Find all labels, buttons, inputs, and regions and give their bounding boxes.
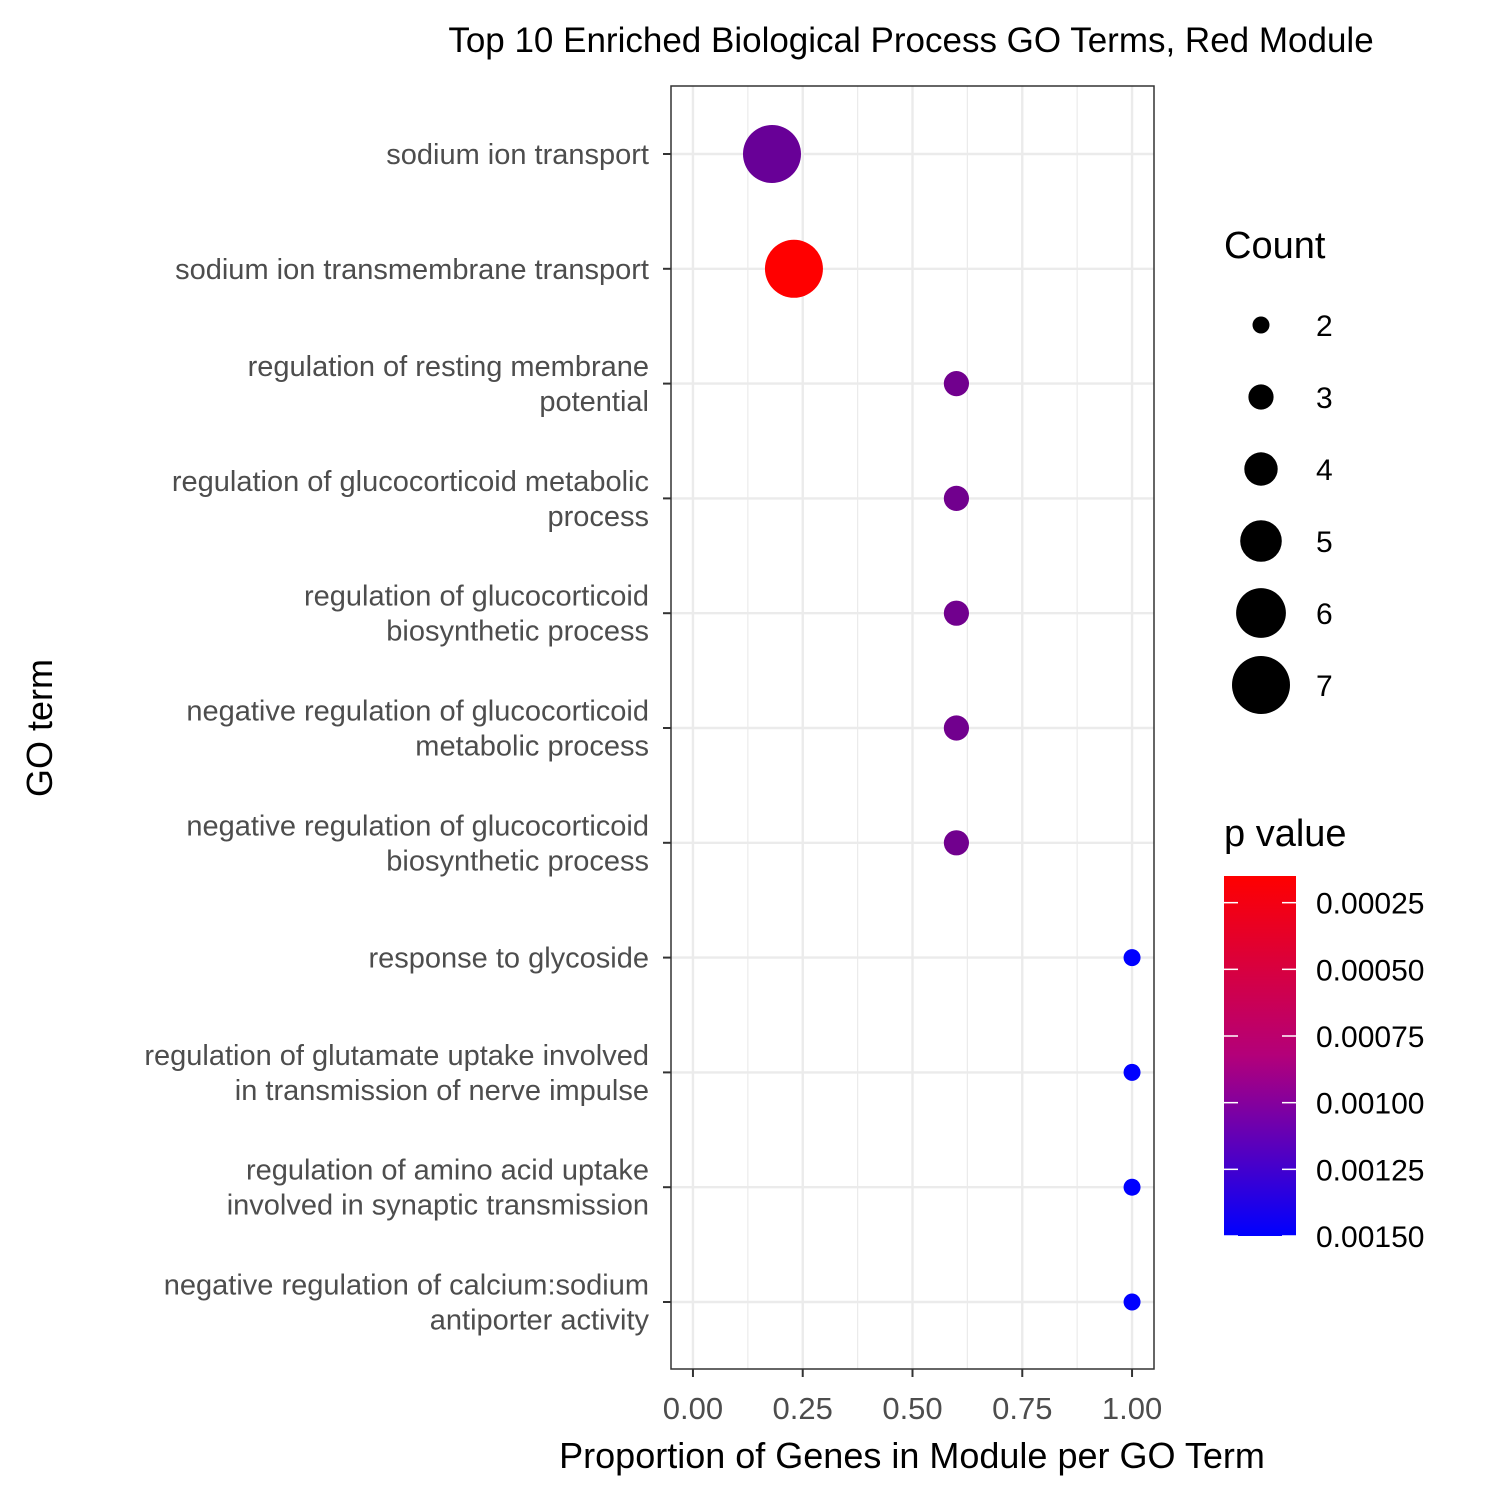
- y-tick-label: negative regulation of calcium:sodium ant…: [164, 1270, 650, 1337]
- count-legend-key: [1236, 588, 1286, 638]
- count-legend-key: [1244, 452, 1278, 486]
- y-tick-label-line: regulation of glucocorticoid metabolic: [172, 466, 649, 498]
- count-legend-label: 3: [1316, 382, 1333, 415]
- data-point: [1123, 1178, 1141, 1196]
- y-tick-label: response to glycoside: [369, 943, 650, 975]
- data-points: [742, 125, 1141, 1311]
- y-tick-label: regulation of amino acid uptake involved …: [227, 1155, 649, 1222]
- y-tick-label-line: involved in synaptic transmission: [227, 1190, 649, 1222]
- count-legend-label: 6: [1316, 598, 1333, 631]
- y-tick-label-line: negative regulation of calcium:sodium: [164, 1270, 649, 1302]
- y-tick-label-line: response to glycoside: [369, 943, 650, 975]
- data-point: [764, 239, 823, 298]
- p-value-colorbar: [1224, 876, 1296, 1236]
- y-tick-label: regulation of glutamate uptake involved i…: [144, 1040, 649, 1107]
- count-legend-key: [1240, 520, 1282, 562]
- count-legend-key: [1232, 656, 1290, 714]
- y-axis: sodium ion transport sodium ion transmemb…: [144, 139, 671, 1337]
- count-legend-label: 7: [1316, 670, 1333, 703]
- p-value-legend-label: 0.00050: [1316, 954, 1424, 987]
- y-tick-label-line: biosynthetic process: [386, 616, 649, 648]
- data-point: [943, 485, 970, 511]
- y-tick-label: sodium ion transmembrane transport: [175, 254, 649, 286]
- y-tick-label-line: regulation of resting membrane: [248, 351, 649, 383]
- data-point: [943, 830, 970, 856]
- p-value-legend-label: 0.00100: [1316, 1088, 1424, 1121]
- x-tick-label: 0.50: [882, 1391, 942, 1426]
- x-tick-label: 0.75: [992, 1391, 1052, 1426]
- y-tick-label-line: regulation of glucocorticoid: [304, 581, 649, 613]
- count-legend: Count 2 3 4 5 6 7: [1224, 225, 1333, 714]
- data-point: [1123, 949, 1141, 967]
- p-value-legend-label: 0.00150: [1316, 1221, 1424, 1254]
- data-point: [1123, 1293, 1141, 1311]
- p-value-legend-label: 0.00125: [1316, 1154, 1424, 1187]
- data-point: [943, 600, 970, 626]
- count-legend-label: 2: [1316, 310, 1333, 343]
- y-tick-label-line: regulation of glutamate uptake involved: [144, 1040, 649, 1072]
- y-tick-label-line: potential: [539, 386, 649, 418]
- major-gridlines: [671, 86, 1154, 1369]
- y-tick-label-line: regulation of amino acid uptake: [246, 1155, 649, 1187]
- y-tick-label: negative regulation of glucocorticoid met…: [186, 696, 649, 763]
- y-tick-label: regulation of glucocorticoid metabolic pr…: [172, 466, 649, 533]
- y-tick-label: regulation of glucocorticoid biosynthetic…: [304, 581, 649, 648]
- data-point: [943, 371, 970, 397]
- count-legend-key: [1252, 316, 1270, 334]
- y-axis-title: GO term: [19, 659, 60, 797]
- count-legend-label: 5: [1316, 526, 1333, 559]
- y-tick-label-line: process: [547, 501, 649, 533]
- x-tick-label: 0.25: [773, 1391, 833, 1426]
- y-tick-label-line: metabolic process: [415, 731, 649, 763]
- y-tick-label-line: in transmission of nerve impulse: [235, 1075, 649, 1107]
- data-point: [943, 715, 970, 741]
- count-legend-label: 4: [1316, 454, 1333, 487]
- y-tick-label-line: sodium ion transport: [386, 139, 649, 171]
- p-value-legend-label: 0.00025: [1316, 888, 1424, 921]
- x-tick-label: 0.00: [663, 1391, 723, 1426]
- p-value-legend-title: p value: [1224, 813, 1347, 855]
- x-tick-label: 1.00: [1102, 1391, 1162, 1426]
- y-tick-label-line: negative regulation of glucocorticoid: [186, 696, 649, 728]
- x-axis-title: Proportion of Genes in Module per GO Ter…: [559, 1435, 1265, 1476]
- y-tick-label-line: sodium ion transmembrane transport: [175, 254, 649, 286]
- p-value-legend-label: 0.00075: [1316, 1021, 1424, 1054]
- y-tick-label: regulation of resting membrane potential: [248, 351, 649, 418]
- y-tick-label-line: biosynthetic process: [386, 845, 649, 877]
- count-legend-key: [1248, 384, 1274, 410]
- count-legend-title: Count: [1224, 225, 1326, 267]
- y-tick-label-line: antiporter activity: [430, 1305, 650, 1337]
- data-point: [1123, 1063, 1141, 1081]
- y-tick-label-line: negative regulation of glucocorticoid: [186, 810, 649, 842]
- x-axis: 0.00 0.25 0.50 0.75 1.00: [663, 1369, 1162, 1426]
- y-tick-label: sodium ion transport: [386, 139, 649, 171]
- y-tick-label: negative regulation of glucocorticoid bio…: [186, 810, 649, 877]
- chart-title: Top 10 Enriched Biological Process GO Te…: [448, 21, 1373, 60]
- p-value-legend: p value 0.00025 0.00050 0.00075 0.00100 0.00…: [1224, 813, 1424, 1254]
- data-point: [742, 125, 801, 183]
